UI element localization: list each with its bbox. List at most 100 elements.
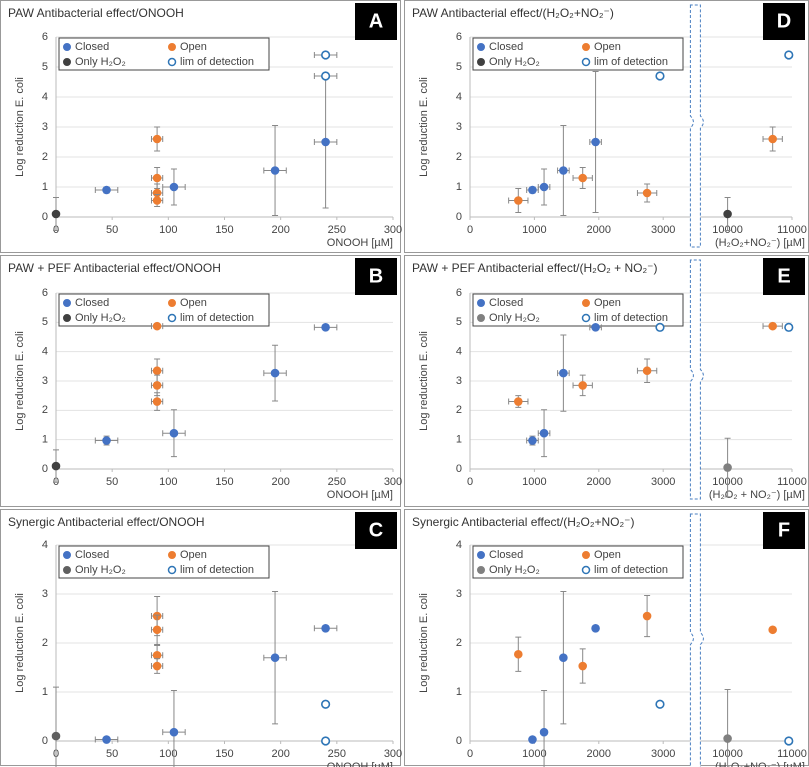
legend-marker (167, 565, 177, 575)
chart-title: PAW Antibacterial effect/(H₂O₂+NO₂⁻) (412, 6, 614, 20)
x-tick-label: 300 (384, 224, 402, 236)
panel-letter-box (355, 512, 397, 549)
legend-label: Only H₂O₂ (489, 564, 540, 576)
data-point (152, 196, 162, 205)
legend-label: lim of detection (180, 56, 254, 68)
legend-marker (168, 551, 176, 559)
data-point (768, 321, 777, 331)
legend-label: lim of detection (594, 56, 668, 68)
data-point (539, 428, 549, 438)
legend-marker (581, 313, 591, 323)
legend-label: Only H₂O₂ (75, 312, 126, 324)
data-point (655, 71, 665, 81)
legend-marker (477, 566, 485, 574)
chart-title: Synergic Antibacterial effect/(H₂O₂+NO₂⁻… (412, 515, 635, 529)
x-tick-label: 150 (215, 224, 233, 236)
x-tick-label: 1000 (522, 748, 546, 760)
y-tick-label: 1 (42, 434, 48, 446)
legend-marker (168, 43, 176, 51)
x-tick-label: 50 (106, 748, 118, 760)
y-axis-label: Log reduction E. coli (418, 593, 430, 693)
x-tick-label: 0 (467, 476, 473, 488)
data-point (152, 366, 162, 376)
data-point (784, 736, 794, 746)
y-axis-label: Log reduction E. coli (418, 77, 430, 177)
y-tick-label: 2 (42, 637, 48, 649)
data-point (768, 134, 777, 144)
data-point (321, 736, 331, 746)
y-tick-label: 3 (42, 121, 48, 133)
data-point (51, 461, 61, 471)
legend-label: lim of detection (594, 564, 668, 576)
y-tick-label: 0 (456, 735, 462, 747)
data-point (723, 209, 732, 219)
x-tick-label: 1000 (522, 476, 546, 488)
legend-label: Only H₂O₂ (75, 56, 126, 68)
data-point (642, 188, 652, 198)
x-tick-label: 200 (271, 748, 289, 760)
y-tick-label: 2 (456, 404, 462, 416)
x-tick-label: 200 (271, 476, 289, 488)
data-point (321, 137, 330, 147)
legend-marker (582, 551, 590, 559)
legend-label: Open (594, 41, 621, 53)
y-tick-label: 0 (42, 463, 48, 475)
y-tick-label: 4 (42, 346, 48, 358)
data-point (321, 71, 331, 81)
legend-label: Closed (75, 549, 109, 561)
x-axis-label: (H₂O₂+NO₂⁻) [µM] (715, 237, 805, 249)
legend-label: Only H₂O₂ (75, 564, 126, 576)
x-tick-label: 1000 (522, 224, 546, 236)
y-tick-label: 0 (456, 211, 462, 223)
y-axis-label: Log reduction E. coli (14, 331, 26, 431)
data-point (102, 436, 111, 445)
data-point (578, 381, 588, 390)
y-tick-label: 6 (456, 287, 462, 299)
data-point (152, 134, 162, 144)
data-point (102, 185, 111, 195)
x-axis-label: (H₂O₂+NO₂⁻) [µM] (715, 761, 805, 767)
chart-title: PAW + PEF Antibacterial effect/(H₂O₂ + N… (412, 261, 658, 275)
axis-break (689, 513, 704, 767)
legend-marker (477, 314, 485, 322)
y-axis-label: Log reduction E. coli (14, 77, 26, 177)
x-tick-label: 2000 (587, 476, 611, 488)
data-point (102, 735, 111, 744)
y-tick-label: 0 (42, 735, 48, 747)
x-axis-label: ONOOH [µM] (327, 237, 393, 249)
x-tick-label: 200 (271, 224, 289, 236)
legend-box (58, 293, 270, 327)
data-point (528, 735, 537, 744)
y-tick-label: 5 (42, 61, 48, 73)
legend-marker (582, 299, 590, 307)
data-point (768, 625, 777, 635)
panel-letter: A (369, 10, 383, 32)
data-point (591, 137, 600, 147)
data-point (723, 734, 732, 743)
data-point (321, 624, 330, 633)
data-point (642, 611, 652, 621)
data-point (169, 727, 179, 737)
x-tick-label: 150 (215, 748, 233, 760)
data-point (559, 368, 568, 378)
legend-marker (63, 314, 71, 322)
y-tick-label: 3 (456, 121, 462, 133)
x-tick-label: 300 (384, 748, 402, 760)
data-point (528, 185, 537, 195)
data-point (321, 323, 330, 332)
data-point (784, 322, 794, 332)
x-tick-label: 50 (106, 224, 118, 236)
data-point (270, 653, 280, 663)
axis-break (689, 4, 704, 248)
legend-box (472, 293, 684, 327)
data-point (321, 50, 331, 60)
y-tick-label: 2 (42, 151, 48, 163)
chart-title: PAW + PEF Antibacterial effect/ONOOH (8, 261, 221, 275)
legend-marker (167, 57, 177, 67)
legend-label: lim of detection (180, 312, 254, 324)
data-point (655, 699, 665, 709)
legend-label: Open (180, 549, 207, 561)
